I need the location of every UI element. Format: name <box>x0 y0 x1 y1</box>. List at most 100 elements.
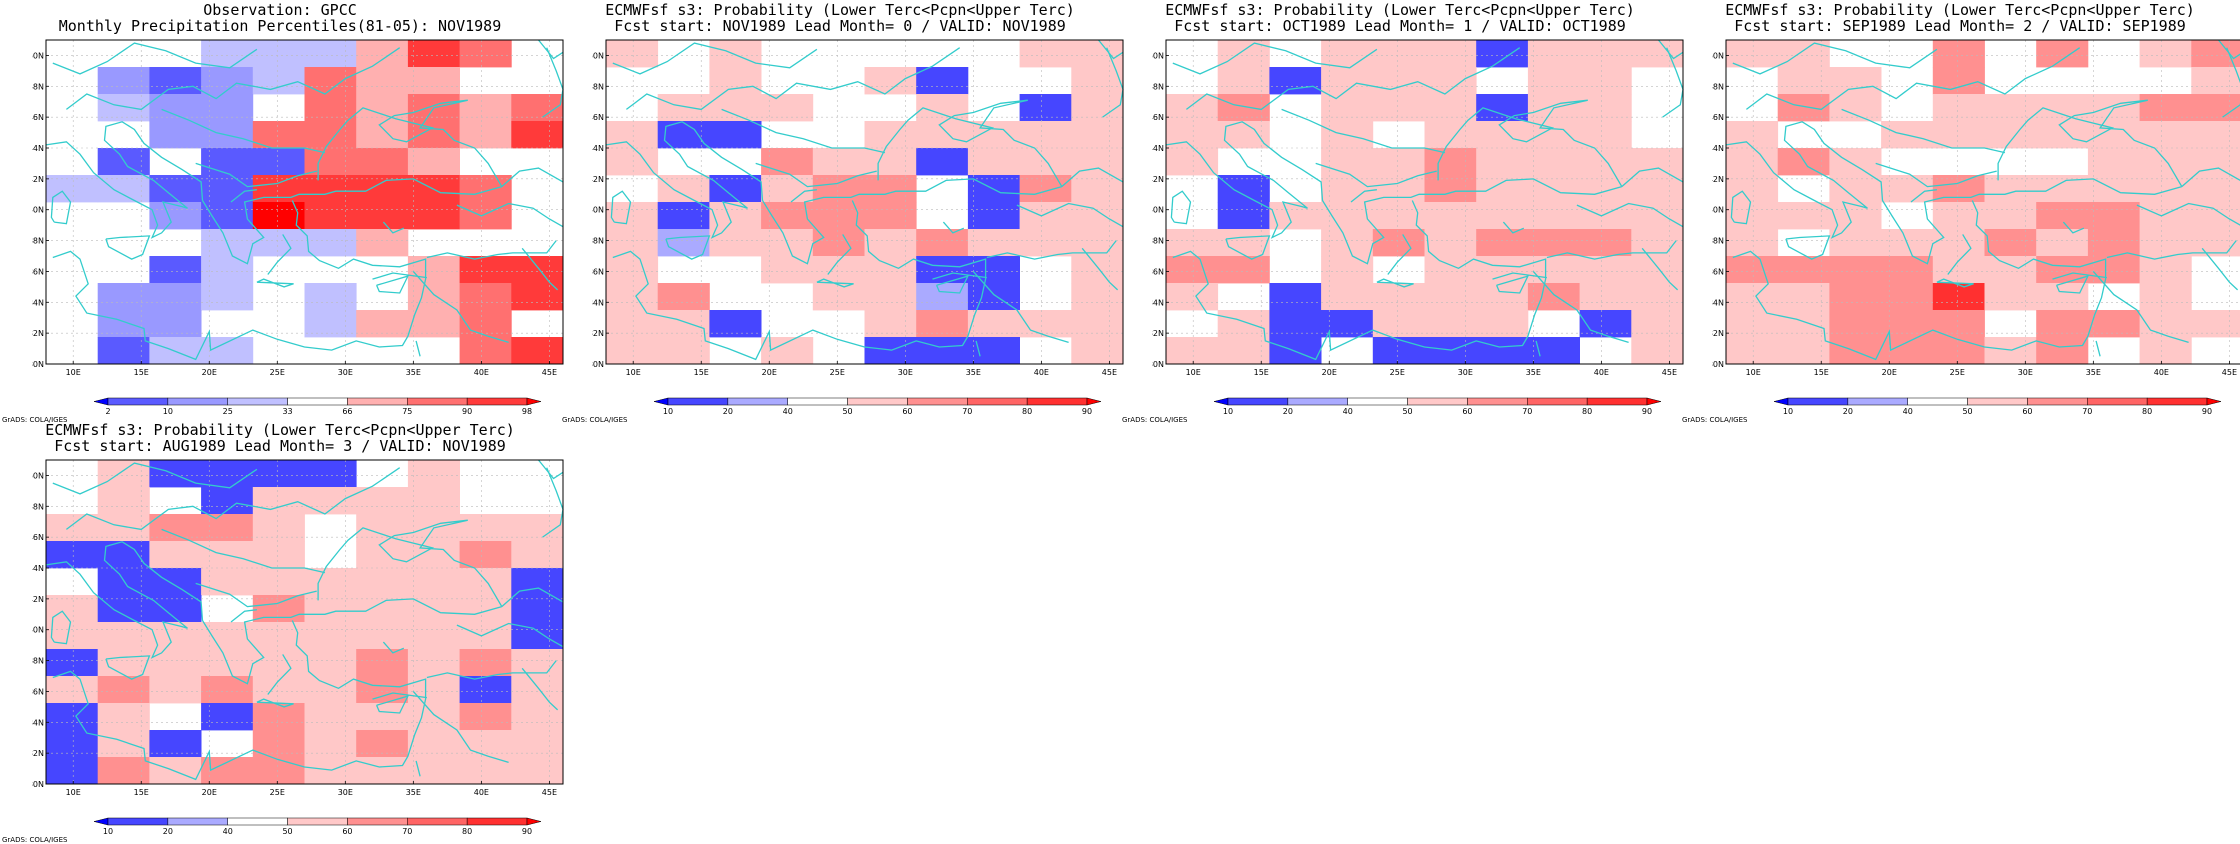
precip-cell <box>916 229 968 256</box>
precip-cell <box>1829 256 1881 283</box>
precip-cell <box>1071 256 1123 283</box>
lat-tick-label: 42N <box>592 175 604 184</box>
lon-tick-label: 35E <box>406 368 421 377</box>
precip-cell <box>1476 148 1528 175</box>
grads-credit: GrADS: COLA/IGES <box>1122 416 1187 424</box>
precip-map: 30N32N34N36N38N40N42N44N46N48N50N10E15E2… <box>1152 38 1687 378</box>
precip-cell <box>916 256 968 283</box>
precip-cell <box>356 703 408 730</box>
precip-cell <box>709 40 761 67</box>
precip-cell <box>2191 67 2240 94</box>
precip-cell <box>1218 40 1270 67</box>
precip-cell <box>1778 256 1830 283</box>
precip-cell <box>1726 148 1778 175</box>
precip-cell <box>408 568 460 595</box>
lat-tick-label: 48N <box>32 82 44 91</box>
lon-tick-label: 15E <box>1254 368 1269 377</box>
precip-cell <box>511 676 563 703</box>
lon-tick-label: 40E <box>2154 368 2169 377</box>
colorbar-swatch <box>2147 398 2207 405</box>
precip-cell <box>1631 40 1683 67</box>
colorbar-label: 10 <box>103 827 113 836</box>
precip-cell <box>356 676 408 703</box>
precip-cell <box>1829 67 1881 94</box>
precip-cell <box>2140 256 2192 283</box>
colorbar-swatch <box>288 398 348 405</box>
precip-cell <box>865 256 917 283</box>
precip-cell <box>460 568 512 595</box>
colorbar-label: 50 <box>1402 407 1412 416</box>
lat-tick-label: 46N <box>32 113 44 122</box>
precip-cell <box>511 256 563 283</box>
precip-cell <box>1933 283 1985 310</box>
precip-cell <box>1476 256 1528 283</box>
precip-cell <box>305 121 357 148</box>
colorbar-swatch <box>467 398 527 405</box>
precip-cell <box>511 283 563 310</box>
precip-cell <box>1528 148 1580 175</box>
precip-cell <box>201 337 253 364</box>
lat-tick-label: 44N <box>32 144 44 153</box>
precip-cell <box>1218 337 1270 364</box>
precip-cell <box>305 202 357 229</box>
precip-cell <box>2140 229 2192 256</box>
colorbar-swatch <box>467 818 527 825</box>
colorbar-swatch <box>168 398 228 405</box>
precip-cell <box>46 757 98 784</box>
lat-tick-label: 32N <box>1152 329 1164 338</box>
precip-cell <box>1985 256 2037 283</box>
precip-cell <box>149 541 201 568</box>
precip-cell <box>253 487 305 514</box>
colorbar-label: 80 <box>1582 407 1592 416</box>
precip-cell <box>1580 40 1632 67</box>
lat-tick-label: 30N <box>1712 360 1724 369</box>
precip-cell <box>356 622 408 649</box>
precip-cell <box>1218 229 1270 256</box>
colorbar-swatch <box>108 398 168 405</box>
panel-title-line2: Fcst start: OCT1989 Lead Month= 1 / VALI… <box>1120 18 1680 34</box>
precip-cell <box>2088 121 2140 148</box>
lat-tick-label: 40N <box>32 206 44 215</box>
grads-credit: GrADS: COLA/IGES <box>1682 416 1747 424</box>
grads-credit: GrADS: COLA/IGES <box>562 416 627 424</box>
precip-cell <box>511 337 563 364</box>
lat-tick-label: 40N <box>32 626 44 635</box>
colorbar-swatch <box>1288 398 1348 405</box>
precip-cell <box>98 676 150 703</box>
colorbar-label: 90 <box>462 407 472 416</box>
precip-cell <box>916 67 968 94</box>
lat-tick-label: 44N <box>1152 144 1164 153</box>
lat-tick-label: 34N <box>1712 298 1724 307</box>
precip-cell <box>865 121 917 148</box>
precip-cell <box>356 487 408 514</box>
colorbar-label: 70 <box>2082 407 2092 416</box>
lat-tick-label: 34N <box>32 718 44 727</box>
precip-cell <box>1321 40 1373 67</box>
lat-tick-label: 38N <box>32 237 44 246</box>
precip-cell <box>1631 283 1683 310</box>
precip-cell <box>1476 283 1528 310</box>
precip-cell <box>1778 67 1830 94</box>
precip-cell <box>305 757 357 784</box>
colorbar-swatch <box>728 398 788 405</box>
colorbar-swatch <box>1848 398 1908 405</box>
precip-cell <box>1829 229 1881 256</box>
precip-cell <box>968 202 1020 229</box>
panel-title-line2: Monthly Precipitation Percentiles(81-05)… <box>0 18 560 34</box>
lon-tick-label: 15E <box>134 368 149 377</box>
lat-tick-label: 34N <box>1152 298 1164 307</box>
lat-tick-label: 50N <box>1152 51 1164 60</box>
precip-cell <box>460 283 512 310</box>
precip-cell <box>408 649 460 676</box>
precip-cell <box>1425 283 1477 310</box>
precip-cell <box>1166 148 1218 175</box>
precip-cell <box>408 256 460 283</box>
precip-cell <box>709 67 761 94</box>
precip-cell <box>1321 148 1373 175</box>
precip-cell <box>149 676 201 703</box>
precip-cell <box>253 40 305 67</box>
precip-cell <box>1631 256 1683 283</box>
precip-cell <box>149 67 201 94</box>
precip-cell <box>1020 121 1072 148</box>
